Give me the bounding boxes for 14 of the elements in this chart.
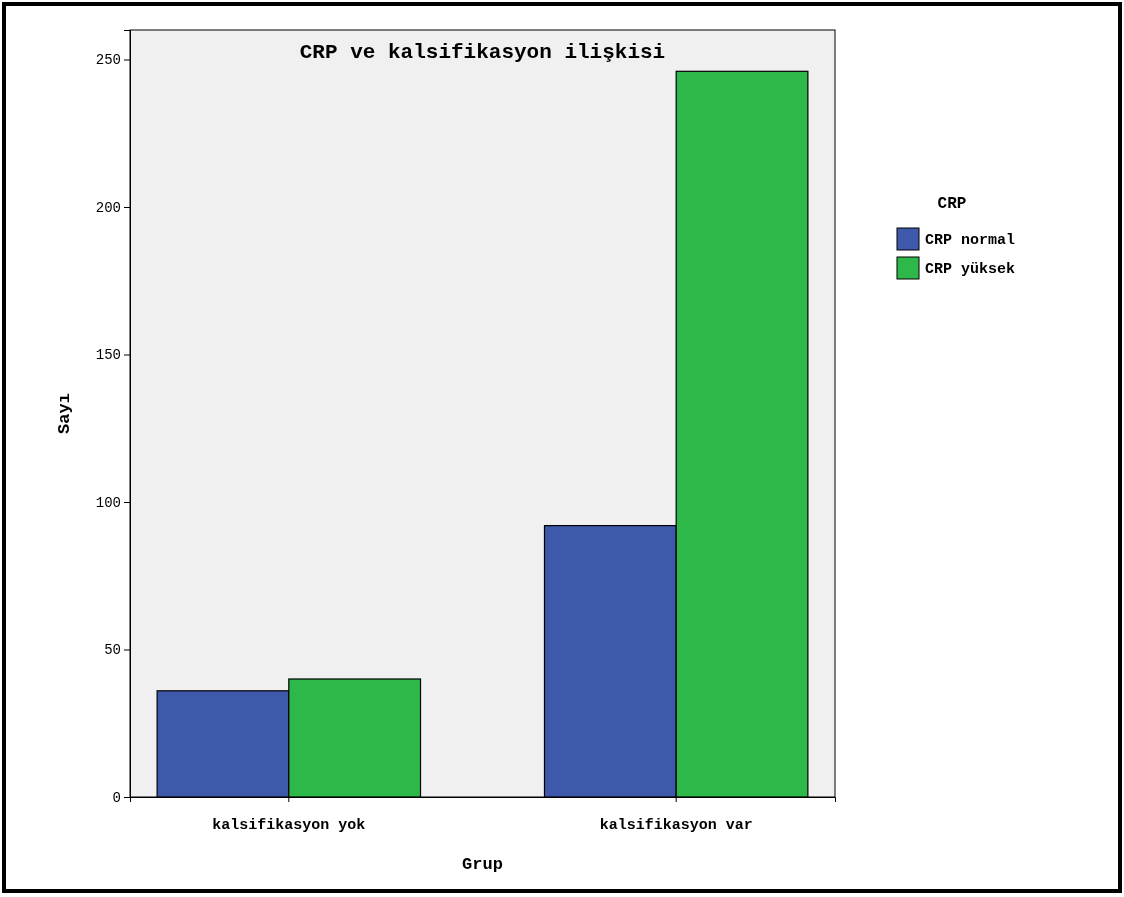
y-tick-label: 100 xyxy=(95,494,121,511)
text: CRP ve kalsifikasyon ilişkisi xyxy=(299,41,666,64)
y-tick-label: 50 xyxy=(104,642,121,659)
y-axis-title: Sayı xyxy=(55,393,74,434)
x-tick-label: kalsifikasyon yok xyxy=(212,817,366,834)
y-tick-label: 0 xyxy=(112,789,121,806)
legend-label: CRP yüksek xyxy=(925,261,1016,278)
y-tick-label: 250 xyxy=(95,52,121,69)
legend-title: CRP xyxy=(937,195,967,213)
y-tick-label: 200 xyxy=(95,199,121,216)
y-tick-label: 150 xyxy=(95,347,121,364)
x-tick-label: kalsifikasyon var xyxy=(599,817,753,834)
legend-label: CRP normal xyxy=(925,232,1016,249)
x-axis-title: Grup xyxy=(462,855,503,874)
